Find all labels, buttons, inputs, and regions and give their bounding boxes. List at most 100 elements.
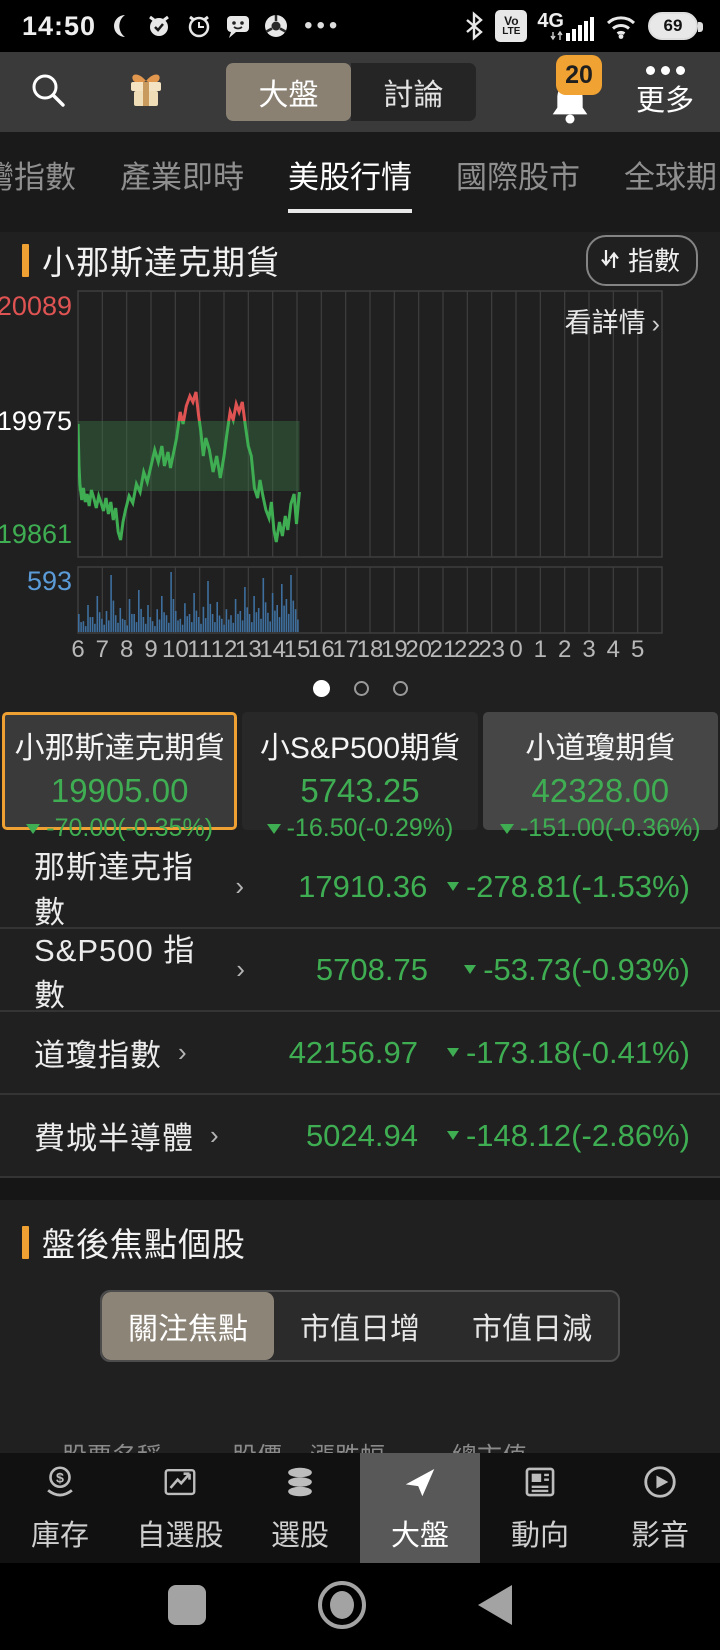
index-row[interactable]: 道瓊指數 › 42156.97 -173.18(-0.41%) (0, 1012, 720, 1095)
svg-text:19: 19 (381, 636, 408, 663)
bottom-nav-label: 大盤 (390, 1519, 449, 1552)
market-tab-美股行情[interactable]: 美股行情 (288, 152, 412, 213)
svg-text:21: 21 (430, 636, 457, 663)
futures-card-name: 小道瓊期貨 (525, 732, 676, 765)
more-button[interactable]: 更多 (636, 65, 694, 119)
svg-text:4: 4 (607, 636, 620, 663)
watchlist-icon (161, 1463, 199, 1506)
futures-card[interactable]: 小道瓊期貨 42328.00 -151.00(-0.36%) (482, 712, 718, 842)
futures-card[interactable]: 小那斯達克期貨 19905.00 -70.00(-0.35%) (2, 712, 238, 842)
bottom-nav-選股[interactable]: 選股 (240, 1453, 360, 1563)
focus-tab-關注焦點[interactable]: 關注焦點 (102, 1292, 274, 1360)
index-price: 5024.94 (305, 1117, 418, 1153)
svg-text:5: 5 (631, 636, 644, 663)
back-button[interactable] (478, 1585, 512, 1625)
index-row[interactable]: 那斯達克指數 › 17910.36 -278.81(-1.53%) (0, 846, 720, 930)
pager-dot[interactable] (312, 679, 330, 697)
futures-card-name: 小那斯達克期貨 (14, 732, 225, 765)
search-icon[interactable] (28, 70, 68, 115)
svg-text:22: 22 (454, 636, 481, 663)
svg-text:23: 23 (478, 636, 505, 663)
section-divider (0, 1178, 720, 1200)
news-icon (521, 1463, 559, 1506)
svg-text:$: $ (56, 1470, 64, 1486)
recents-button[interactable] (168, 1585, 206, 1625)
browser-icon (262, 12, 290, 40)
header-tabs: 大盤 討論 (226, 63, 476, 121)
chevron-right-icon: › (235, 871, 245, 901)
bottom-nav-label: 自選股 (136, 1519, 224, 1552)
futures-card-price: 19905.00 (50, 772, 189, 809)
focus-tab-市值日減[interactable]: 市值日減 (472, 1313, 592, 1346)
down-arrow-icon (464, 965, 477, 974)
chart-area: 20089 19975 19861 593 6 7 8 9 10 11 12 13 14 15 16 17 18… (0, 285, 720, 665)
market-tab-國際股市[interactable]: 國際股市 (456, 159, 580, 195)
bottom-nav-自選股[interactable]: 自選股 (120, 1453, 240, 1563)
svg-text:20: 20 (405, 636, 432, 663)
futures-card-price: 42328.00 (531, 772, 670, 809)
index-toggle-button[interactable]: 指數 (585, 234, 698, 286)
gift-icon[interactable] (124, 68, 168, 117)
market-tab-產業即時[interactable]: 產業即時 (120, 159, 244, 195)
market-tab-全球期[interactable]: 全球期 (624, 159, 717, 195)
index-change: -148.12(-2.86%) (418, 1118, 690, 1154)
svg-text:19975: 19975 (0, 406, 72, 436)
index-change-text: -173.18(-0.41%) (465, 1034, 690, 1070)
svg-text:20089: 20089 (0, 291, 72, 321)
android-nav-bar (0, 1563, 720, 1650)
chart-section-header: 小那斯達克期貨 指數 (0, 234, 720, 286)
futures-card-change: -70.00(-0.35%) (26, 814, 213, 843)
pager-dots (0, 668, 720, 708)
index-row[interactable]: 費城半導體 › 5024.94 -148.12(-2.86%) (0, 1095, 720, 1178)
bottom-nav-label: 選股 (270, 1519, 329, 1552)
notifications-button[interactable]: 20 (542, 55, 602, 125)
detail-link[interactable]: 看詳情 › (564, 308, 660, 338)
market-tabs: 灣指數 產業即時 美股行情 國際股市 全球期 (0, 132, 720, 232)
index-row[interactable]: S&P500 指數 › 5708.75 -53.73(-0.93%) (0, 929, 720, 1013)
focus-tab-市值日增[interactable]: 市值日增 (300, 1313, 420, 1346)
svg-text:16: 16 (308, 636, 335, 663)
svg-text:593: 593 (27, 566, 72, 596)
market-tab-灣指數[interactable]: 灣指數 (0, 159, 76, 195)
bottom-nav-label: 影音 (630, 1519, 689, 1552)
clock: 14:50 (22, 10, 97, 41)
bottom-nav-大盤[interactable]: 大盤 (360, 1453, 480, 1563)
home-button[interactable] (318, 1581, 366, 1629)
chevron-right-icon: › (651, 310, 660, 338)
message-icon (224, 12, 252, 40)
index-change-text: -278.81(-1.53%) (465, 868, 690, 904)
futures-card-change-text: -70.00(-0.35%) (46, 814, 214, 842)
moon-icon (106, 12, 134, 40)
pager-dot[interactable] (392, 680, 408, 696)
svg-text:0: 0 (509, 636, 522, 663)
inventory-icon: $ (41, 1463, 79, 1506)
index-change-text: -53.73(-0.93%) (483, 951, 690, 987)
svg-text:2: 2 (558, 636, 571, 663)
section-accent-bar (22, 1225, 29, 1259)
chevron-right-icon: › (178, 1037, 187, 1067)
svg-text:9: 9 (144, 636, 157, 663)
bottom-nav-庫存[interactable]: $ 庫存 (0, 1453, 120, 1563)
down-arrow-icon (26, 823, 41, 834)
pager-dot[interactable] (353, 680, 369, 696)
notification-badge: 20 (556, 55, 602, 95)
bottom-nav-動向[interactable]: 動向 (480, 1453, 600, 1563)
header-tab-討論[interactable]: 討論 (351, 63, 476, 121)
futures-card[interactable]: 小S&P500期貨 5743.25 -16.50(-0.29%) (242, 712, 478, 842)
svg-text:15: 15 (284, 636, 311, 663)
more-dots-icon (645, 65, 685, 75)
screener-icon (281, 1463, 319, 1506)
bottom-nav-影音[interactable]: 影音 (600, 1453, 720, 1563)
status-bar: 14:50 (0, 0, 720, 52)
header-tab-大盤[interactable]: 大盤 (226, 63, 351, 121)
index-list: 那斯達克指數 › 17910.36 -278.81(-1.53%) S&P500 指數 ›… (0, 846, 720, 1178)
futures-card-change: -16.50(-0.29%) (266, 814, 453, 843)
sort-arrows-icon (601, 250, 619, 268)
down-arrow-icon (446, 882, 459, 891)
index-change: -278.81(-1.53%) (427, 869, 690, 905)
svg-text:8: 8 (120, 636, 133, 663)
index-name: 道瓊指數 (34, 1038, 162, 1073)
app-header: 大盤 討論 20 更多 (0, 52, 720, 132)
down-arrow-icon (266, 823, 281, 834)
